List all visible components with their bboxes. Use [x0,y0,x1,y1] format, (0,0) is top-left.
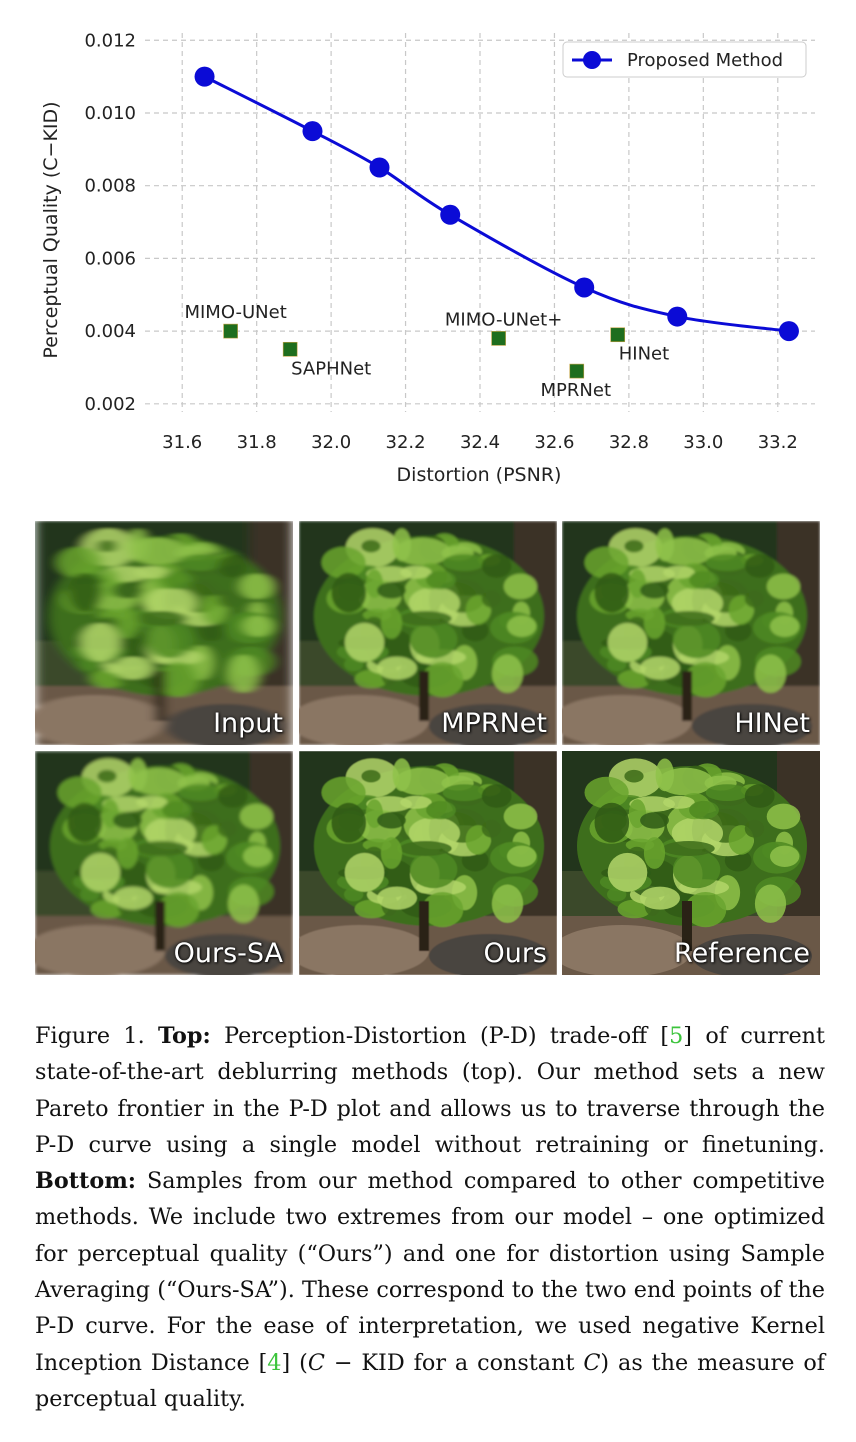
point-marker [491,331,506,346]
caption-text: − KID for a constant [324,1349,584,1376]
series-marker [302,121,323,142]
point-marker [223,323,238,339]
x-axis-ticks: 31.6 31.8 32.0 32.2 32.4 32.6 32.8 33.0 33.2 [162,432,798,453]
caption-text: ) as the measure of perceptual quality. [35,1349,826,1412]
y-tick-label: 0.004 [84,321,136,342]
sample-image-4: Ours-SA [35,751,293,975]
citation-link[interactable]: 4 [267,1349,282,1376]
grid [145,33,815,412]
sample-image-label: MPRNet [441,708,547,739]
sample-image-2: MPRNet [299,521,557,745]
x-tick-label: 33.0 [683,432,723,453]
pd-tradeoff-chart: 31.6 31.8 32.0 32.2 32.4 32.6 32.8 33.0 33.2 0.0… [40,30,815,486]
x-tick-label: 32.4 [460,432,500,453]
competitor-points: MIMO-UNet SAPHNet MIMO-UNet+ MPRNet HINet [184,302,669,401]
x-tick-label: 32.0 [311,432,351,453]
point-marker [610,327,626,343]
caption-text: ] of current state-of-the-art deblurring… [35,1023,825,1158]
figure-caption: Figure 1. Top: Perception-Distortion (P-… [35,1018,825,1417]
sample-image-label: HINet [734,708,810,739]
series-marker [369,157,390,178]
caption-figure-number: Figure 1. [35,1023,159,1049]
y-tick-label: 0.012 [84,30,136,51]
citation-link[interactable]: 5 [669,1023,684,1049]
y-tick-label: 0.010 [84,103,136,124]
series-marker [667,306,688,327]
x-tick-label: 32.6 [534,432,574,453]
caption-bottom-label: Bottom: [35,1168,137,1195]
legend-label: Proposed Method [627,50,783,71]
x-tick-label: 31.6 [162,432,202,453]
x-tick-label: 31.8 [237,432,277,453]
caption-text: ] ( [281,1349,308,1376]
sample-image-label: Input [213,708,283,739]
series [194,66,799,342]
point-label: SAPHNet [291,358,371,379]
point-label: HINet [619,344,669,365]
sample-image-1: Input [35,521,293,745]
sample-image-5: Ours [299,751,557,975]
x-axis-label: Distortion (PSNR) [397,464,562,486]
sample-image-label: Ours [483,938,547,969]
y-tick-label: 0.008 [84,176,136,197]
y-tick-label: 0.006 [84,248,136,269]
point-marker [569,363,585,379]
math-symbol: C [583,1349,601,1376]
y-axis-label: Perceptual Quality (C−KID) [40,101,62,358]
x-tick-label: 32.2 [386,432,426,453]
point-label: MIMO-UNet+ [445,309,562,330]
point-label: MPRNet [541,380,612,401]
x-tick-label: 33.2 [758,432,798,453]
legend-box [562,41,807,78]
y-tick-label: 0.002 [84,394,136,415]
series-marker [574,277,595,298]
y-axis-ticks: 0.002 0.004 0.006 0.008 0.010 0.012 [84,30,136,415]
caption-text: Samples from our method compared to othe… [35,1168,825,1376]
sample-image-label: Reference [674,938,810,969]
series-marker [440,204,461,225]
point-label: MIMO-UNet [184,302,286,323]
series-line [203,75,790,333]
series-marker [194,66,215,87]
point-marker [282,341,298,357]
series-marker [778,321,799,342]
legend: Proposed Method [562,41,807,78]
math-symbol: C [307,1349,325,1376]
x-tick-label: 32.8 [609,432,649,453]
sample-image-3: HINet [562,521,820,745]
caption-top-label: Top: [158,1023,211,1049]
sample-image-label: Ours-SA [173,938,283,969]
caption-text: Perception-Distortion (P-D) trade-off [ [210,1023,670,1049]
legend-marker [583,51,601,69]
sample-image-6: Reference [562,751,820,975]
